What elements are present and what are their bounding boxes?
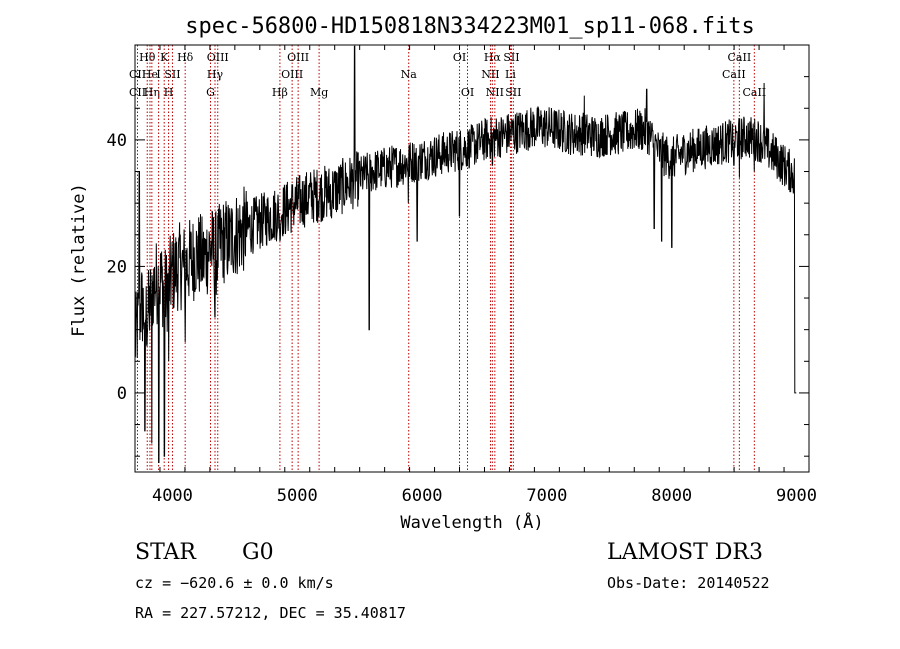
y-axis-label: Flux (relative)	[69, 183, 89, 337]
line-label: Mg	[310, 86, 328, 99]
line-label: Li	[505, 68, 516, 81]
y-tick-label: 20	[107, 257, 127, 277]
chart-title: spec-56800-HD150818N334223M01_sp11-068.f…	[185, 14, 755, 39]
plot-frame	[134, 44, 810, 473]
object-subclass: G0	[242, 540, 274, 565]
line-label: CaII	[722, 68, 746, 81]
line-label: OI	[461, 86, 474, 99]
x-tick-label: 5000	[277, 486, 318, 506]
line-label: NII	[486, 86, 504, 99]
x-tick-label: 9000	[776, 486, 817, 506]
line-label: CaII	[742, 86, 766, 99]
line-label: Hβ	[272, 86, 288, 99]
redshift-text: cz = −620.6 ± 0.0 km/s	[135, 574, 334, 592]
y-axis: 0 20 40	[107, 44, 809, 457]
line-label: OIII	[207, 51, 229, 64]
line-label: Hγ	[207, 68, 224, 81]
line-label: G	[206, 86, 215, 99]
line-label: SII	[164, 68, 180, 81]
line-label: OI	[453, 51, 466, 64]
y-tick-label: 0	[117, 384, 127, 404]
object-class: STAR	[135, 540, 196, 565]
x-tick-label: 6000	[402, 486, 443, 506]
line-label: NII	[481, 68, 499, 81]
line-label: Hα	[484, 51, 502, 64]
line-label: CII	[129, 86, 146, 99]
line-label: Hθ	[139, 51, 156, 64]
spectrum-line	[134, 45, 797, 463]
line-label: I	[156, 68, 160, 81]
x-axis: 4000 5000 6000 7000 8000 9000	[134, 45, 817, 506]
survey-name: LAMOST DR3	[607, 540, 763, 565]
line-label: OIII	[281, 68, 303, 81]
line-label: CaII	[728, 51, 752, 64]
line-label: K	[160, 51, 169, 64]
x-axis-label: Wavelength (Å)	[400, 511, 543, 533]
line-label: Hη	[144, 86, 160, 99]
line-label: OIII	[287, 51, 309, 64]
x-tick-label: 7000	[526, 486, 567, 506]
line-label: SII	[503, 51, 519, 64]
line-label: He	[142, 68, 158, 81]
x-tick-label: 4000	[152, 486, 193, 506]
y-tick-label: 40	[107, 131, 127, 151]
line-label: SII	[505, 86, 521, 99]
line-label: Hδ	[177, 51, 194, 64]
coordinates: RA = 227.57212, DEC = 35.40817	[135, 604, 406, 622]
obs-date: Obs-Date: 20140522	[607, 574, 770, 592]
line-label: Na	[401, 68, 418, 81]
x-tick-label: 8000	[651, 486, 692, 506]
line-label: H	[164, 86, 174, 99]
